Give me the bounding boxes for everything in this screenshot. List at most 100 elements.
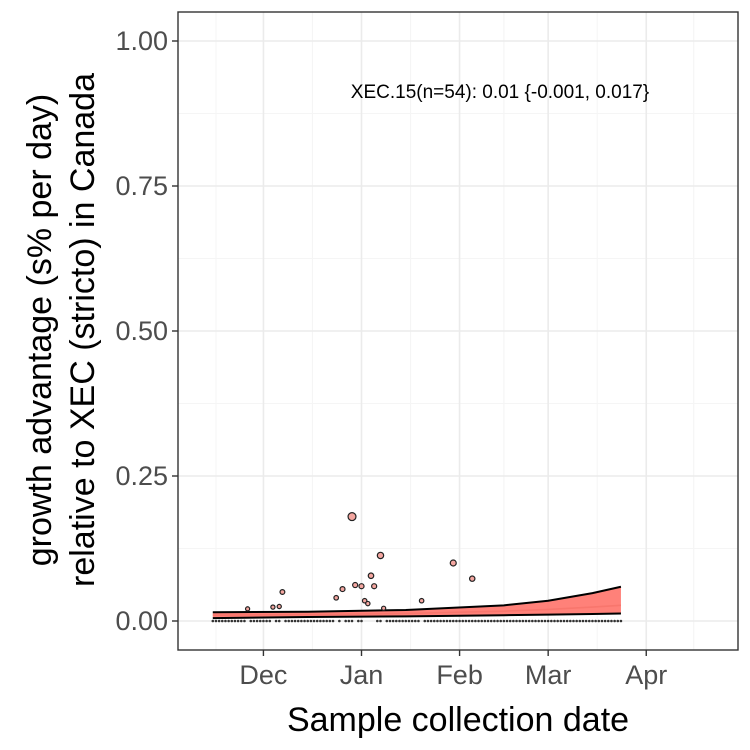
zero-observation-point [274, 619, 278, 623]
zero-observation-point [227, 619, 230, 623]
zero-observation-point [480, 619, 484, 623]
zero-observation-point [287, 619, 291, 623]
x-tick-label: Apr [625, 660, 667, 690]
lower-bound-line [212, 612, 621, 620]
x-tick-label: Mar [525, 660, 572, 690]
zero-observation-point [255, 619, 259, 623]
zero-observation-point [502, 619, 506, 623]
zero-observation-point [296, 619, 300, 623]
zero-observation-point [331, 619, 335, 623]
observation-point [367, 572, 375, 580]
zero-observation-point [439, 619, 442, 623]
y-axis-title-line-2: relative to XEC (stricto) in Canada [64, 73, 102, 587]
zero-observation-point [388, 619, 392, 623]
zero-observation-point [230, 619, 234, 623]
zero-observation-point [426, 619, 430, 623]
zero-observation-point [217, 619, 221, 623]
observation-point [347, 512, 357, 522]
y-tick-label: 1.00 [115, 26, 168, 56]
zero-observation-point [483, 619, 487, 623]
y-tick-label: 0.25 [115, 461, 168, 491]
x-tick-label: Jan [340, 660, 384, 690]
y-tick-label: 0.75 [115, 171, 168, 201]
zero-observation-point [224, 619, 227, 623]
observation-point [333, 594, 340, 601]
zero-observation-point [214, 619, 218, 623]
zero-observation-point [252, 619, 256, 623]
zero-observation-point [268, 619, 272, 623]
observation-point [365, 600, 371, 607]
y-axis-title-line-1: growth advantage (s% per day) [21, 94, 59, 566]
zero-observation-point [543, 619, 547, 623]
zero-observation-point [556, 619, 559, 623]
zero-observation-point [309, 619, 313, 623]
observation-point [449, 559, 457, 567]
zero-observation-point [410, 619, 414, 623]
zero-observation-point [423, 619, 427, 623]
zero-observation-point [432, 619, 436, 623]
observation-point [339, 586, 346, 593]
zero-observation-point [464, 619, 468, 623]
zero-observation-point [303, 619, 306, 623]
zero-observation-point [467, 619, 471, 623]
zero-observation-point [344, 619, 347, 623]
zero-observation-point [524, 619, 528, 623]
zero-observation-point [578, 619, 582, 623]
zero-observation-point [417, 619, 420, 623]
zero-observation-point [243, 619, 246, 623]
zero-observation-point [429, 619, 433, 623]
zero-observation-point [379, 619, 382, 623]
observation-point [358, 583, 365, 590]
observation-point [270, 604, 276, 610]
zero-observation-point [505, 619, 509, 623]
zero-observation-point [284, 619, 287, 623]
zero-observation-point [486, 619, 490, 623]
observation-point [376, 551, 385, 560]
zero-observation-point [277, 619, 281, 623]
zero-observation-point [606, 619, 610, 623]
fit-line [212, 604, 621, 616]
zero-observation-point [499, 619, 503, 623]
zero-observation-point [239, 619, 243, 623]
zero-observation-point [597, 619, 601, 623]
x-tick-label: Feb [436, 660, 483, 690]
zero-observation-point [325, 619, 329, 623]
observation-point [279, 588, 286, 595]
zero-observation-point [534, 619, 537, 623]
zero-observation-point [300, 619, 303, 623]
zero-observation-point [347, 619, 351, 623]
zero-observation-point [338, 619, 341, 623]
zero-observation-point [575, 619, 578, 623]
zero-observation-point [546, 619, 550, 623]
zero-observation-point [587, 619, 591, 623]
zero-observation-point [572, 619, 575, 623]
zero-observation-point [448, 619, 452, 623]
zero-observation-point [493, 619, 496, 623]
zero-observation-point [521, 619, 525, 623]
zero-observation-point [455, 619, 458, 623]
zero-observation-point [328, 619, 332, 623]
zero-observation-point [470, 619, 474, 623]
zero-observation-point [527, 619, 531, 623]
zero-observation-point [236, 619, 240, 623]
y-tick-label: 0.00 [115, 606, 168, 636]
zero-observation-point [591, 619, 594, 623]
zero-observation-point [515, 619, 518, 623]
zero-observation-point [613, 619, 616, 623]
zero-observation-point [610, 619, 613, 623]
zero-observation-point [315, 619, 319, 623]
zero-observation-point [565, 619, 569, 623]
zero-observation-point [496, 619, 499, 623]
zero-observation-point [306, 619, 310, 623]
observation-point [418, 597, 425, 604]
zero-observation-point [518, 619, 521, 623]
zero-observation-point [398, 619, 401, 623]
zero-observation-point [293, 619, 297, 623]
variant-estimate-annotation: XEC.15(n=54): 0.01 {-0.001, 0.017} [351, 82, 649, 103]
x-axis-title: Sample collection date [287, 701, 629, 739]
x-tick-label: Dec [239, 660, 287, 690]
zero-observation-point [458, 619, 461, 623]
zero-observation-point [312, 619, 316, 623]
zero-observation-point [249, 619, 253, 623]
observation-point [371, 583, 378, 590]
